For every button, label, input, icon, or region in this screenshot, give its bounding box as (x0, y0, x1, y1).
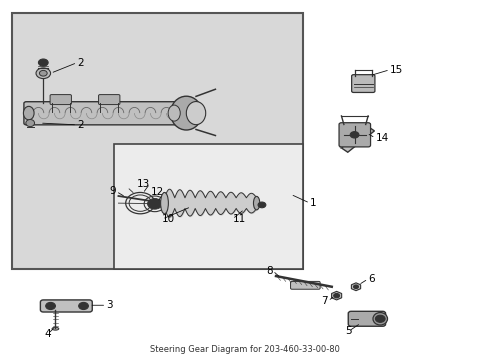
Text: 2: 2 (77, 120, 83, 130)
Text: 14: 14 (375, 133, 388, 143)
Circle shape (79, 302, 88, 310)
Ellipse shape (26, 120, 35, 127)
Text: 15: 15 (389, 65, 403, 75)
Ellipse shape (36, 68, 50, 78)
Circle shape (375, 315, 385, 322)
FancyBboxPatch shape (351, 75, 374, 93)
Text: 2: 2 (77, 58, 83, 68)
Ellipse shape (52, 327, 59, 330)
Text: 11: 11 (232, 214, 245, 224)
Ellipse shape (253, 196, 259, 210)
Ellipse shape (168, 105, 180, 121)
Bar (113, 144, 302, 269)
Polygon shape (351, 283, 360, 291)
Text: 5: 5 (345, 326, 351, 336)
Ellipse shape (23, 106, 34, 120)
FancyBboxPatch shape (24, 102, 193, 125)
Text: 6: 6 (367, 274, 374, 284)
Circle shape (147, 198, 162, 209)
FancyBboxPatch shape (99, 95, 120, 104)
Circle shape (39, 59, 48, 66)
FancyBboxPatch shape (338, 123, 370, 147)
Circle shape (333, 293, 339, 298)
Circle shape (258, 202, 265, 208)
Text: 8: 8 (265, 266, 272, 276)
Bar (12, 13, 302, 269)
Text: 3: 3 (106, 300, 113, 310)
FancyBboxPatch shape (50, 95, 71, 104)
Polygon shape (341, 127, 374, 152)
Text: 10: 10 (162, 214, 175, 224)
Circle shape (353, 285, 358, 288)
FancyBboxPatch shape (41, 300, 92, 312)
Text: 7: 7 (321, 296, 327, 306)
Ellipse shape (40, 71, 47, 76)
Ellipse shape (170, 96, 202, 130)
Circle shape (349, 132, 358, 138)
Circle shape (45, 302, 55, 310)
Text: 13: 13 (137, 179, 150, 189)
Text: 1: 1 (309, 198, 316, 208)
Polygon shape (331, 291, 341, 300)
Ellipse shape (372, 312, 386, 325)
FancyBboxPatch shape (290, 282, 320, 289)
Ellipse shape (186, 102, 205, 125)
Text: 9: 9 (109, 186, 116, 197)
Text: Steering Gear Diagram for 203-460-33-00-80: Steering Gear Diagram for 203-460-33-00-… (149, 345, 339, 354)
Ellipse shape (160, 193, 168, 214)
FancyBboxPatch shape (347, 311, 385, 326)
Text: 4: 4 (45, 329, 51, 339)
Text: 12: 12 (151, 188, 164, 197)
